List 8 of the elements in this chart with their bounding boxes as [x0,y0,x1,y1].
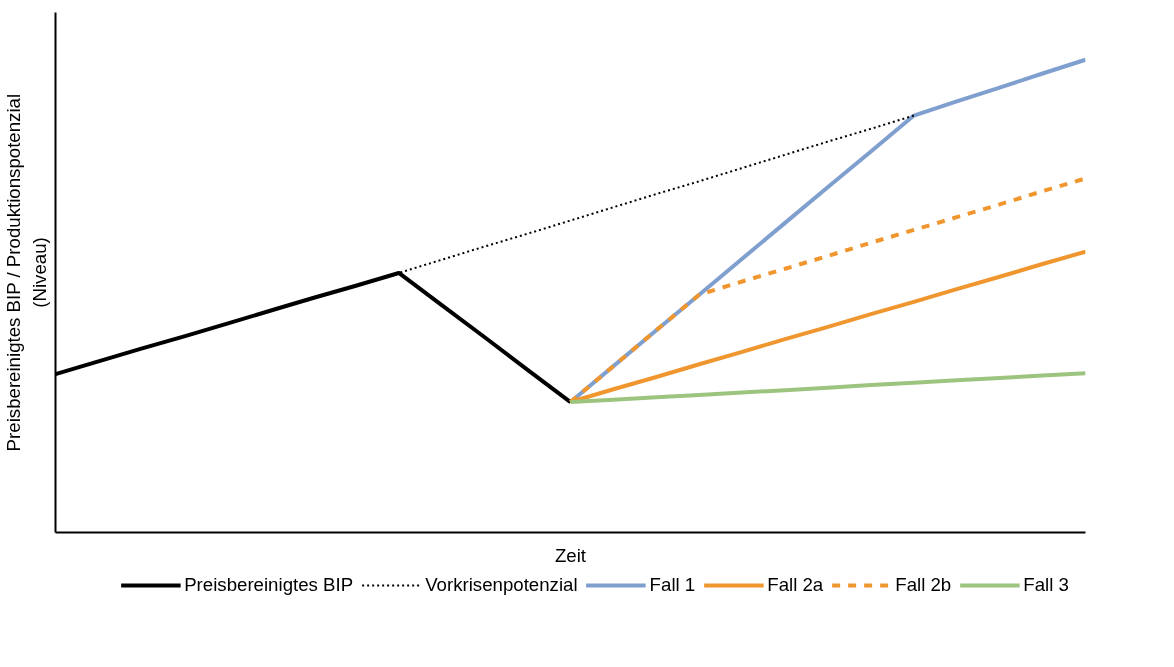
x-axis-title: Zeit [554,544,587,566]
legend-label: Fall 3 [1023,574,1069,596]
legend-label: Fall 2a [767,574,824,596]
legend-label: Vorkrisenpotenzial [425,574,578,596]
legend-label: Preisbereinigtes BIP [184,574,354,596]
y-axis-title: Preisbereinigtes BIP / Produktionspotenzial (Niveau) [3,93,50,452]
legend-label: Fall 2b [895,574,952,596]
legend-label: Fall 1 [649,574,696,596]
